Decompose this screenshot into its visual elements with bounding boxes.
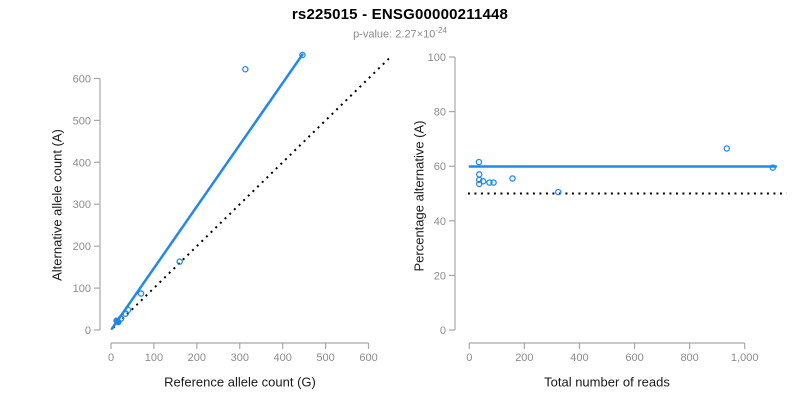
y-tick-label: 100 <box>428 52 446 64</box>
data-point <box>475 171 483 178</box>
y-tick-label: 0 <box>85 325 91 337</box>
data-point <box>117 315 125 322</box>
data-point <box>486 179 493 186</box>
x-tick-label: 400 <box>274 352 292 364</box>
pvalue-prefix: p-value: <box>353 28 396 41</box>
regression-line <box>110 53 304 330</box>
y-tick-label: 600 <box>73 73 91 85</box>
x-tick-label: 200 <box>515 352 533 364</box>
y-tick-label: 0 <box>440 325 446 337</box>
y-tick-label: 200 <box>73 241 91 253</box>
data-point <box>509 175 516 182</box>
x-tick-label: 800 <box>680 352 698 364</box>
data-point <box>242 66 249 73</box>
data-point <box>555 188 562 196</box>
data-point <box>475 176 483 184</box>
x-tick-label: 200 <box>188 352 206 364</box>
data-point <box>723 145 731 152</box>
y-tick-label: 80 <box>434 107 446 119</box>
x-tick-label: 600 <box>359 352 377 364</box>
pvalue-subtitle: p-value: 2.27×10-24 <box>0 26 800 41</box>
data-point <box>479 177 487 185</box>
pvalue-times-base: ×10 <box>416 28 436 41</box>
pvalue-exponent: -24 <box>435 26 447 35</box>
data-point <box>176 258 183 265</box>
x-tick-label: 400 <box>570 352 588 364</box>
data-point <box>124 306 132 314</box>
y-tick-label: 40 <box>434 216 446 228</box>
data-point <box>490 179 497 186</box>
x-tick-label: 600 <box>625 352 643 364</box>
x-tick-label: 0 <box>466 352 472 364</box>
y-tick-label: 100 <box>73 283 91 295</box>
y-tick-label: 20 <box>434 270 446 282</box>
data-point <box>475 158 483 166</box>
data-point <box>769 164 777 171</box>
x-tick-label: 100 <box>145 352 163 364</box>
x-tick-label: 1,000 <box>731 352 759 364</box>
y-tick-label: 300 <box>73 199 91 211</box>
data-point <box>137 290 145 297</box>
x-tick-label: 300 <box>231 352 249 364</box>
data-point <box>299 51 306 59</box>
y-tick-label: 400 <box>73 157 91 169</box>
y-tick-label: 500 <box>73 115 91 127</box>
x-tick-label: 0 <box>108 352 114 364</box>
page-title: rs225015 - ENSG00000211448 <box>291 6 509 23</box>
identity-line <box>112 55 392 329</box>
x-tick-label: 500 <box>316 352 334 364</box>
pvalue-mantissa: 2.27 <box>395 28 417 41</box>
y-tick-label: 60 <box>434 161 446 173</box>
